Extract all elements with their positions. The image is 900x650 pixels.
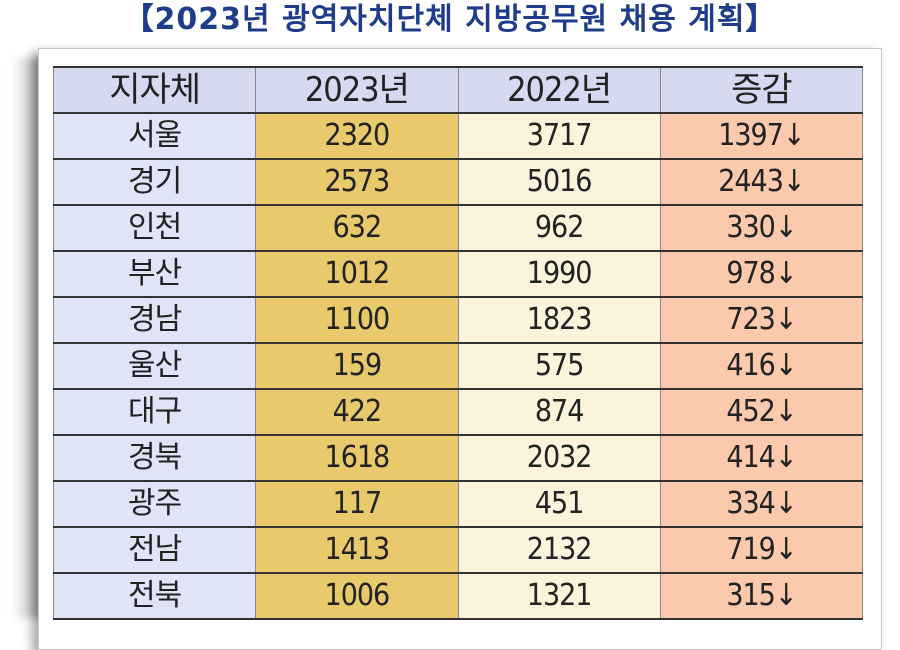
value-2022-cell: 962 [457,204,661,252]
change-cell: 452↓ [659,388,864,436]
region-cell: 서울 [52,112,257,160]
region-cell: 대구 [52,388,257,436]
value-2022-cell: 5016 [457,158,661,206]
value-2023-cell: 1012 [255,250,459,298]
change-cell: 719↓ [659,526,864,574]
table-row: 인천 632 962 330↓ [52,204,864,252]
change-cell: 315↓ [659,572,864,620]
region-cell: 인천 [52,204,257,252]
change-cell: 723↓ [659,296,864,344]
table-row: 서울 2320 3717 1397↓ [52,112,864,160]
header-change: 증감 [659,66,864,114]
table-row: 광주 117 451 334↓ [52,480,864,528]
value-2022-cell: 451 [457,480,661,528]
change-cell: 330↓ [659,204,864,252]
table-row: 경기 2573 5016 2443↓ [52,158,864,206]
table-row: 전북 1006 1321 315↓ [52,572,864,620]
change-cell: 414↓ [659,434,864,482]
header-2023: 2023년 [255,66,459,114]
value-2022-cell: 2032 [457,434,661,482]
region-cell: 경기 [52,158,257,206]
change-cell: 978↓ [659,250,864,298]
value-2023-cell: 1006 [255,572,459,620]
value-2022-cell: 1321 [457,572,661,620]
value-2023-cell: 1100 [255,296,459,344]
value-2023-cell: 159 [255,342,459,390]
value-2023-cell: 117 [255,480,459,528]
change-cell: 416↓ [659,342,864,390]
value-2022-cell: 2132 [457,526,661,574]
table-row: 대구 422 874 452↓ [52,388,864,436]
value-2022-cell: 1990 [457,250,661,298]
value-2022-cell: 1823 [457,296,661,344]
value-2023-cell: 1618 [255,434,459,482]
header-row: 지자체 2023년 2022년 증감 [52,66,864,114]
value-2023-cell: 2320 [255,112,459,160]
table-row: 부산 1012 1990 978↓ [52,250,864,298]
region-cell: 전남 [52,526,257,574]
page-title: 【2023년 광역자치단체 지방공무원 채용 계획】 [123,2,777,37]
region-cell: 울산 [52,342,257,390]
header-2022: 2022년 [457,66,661,114]
value-2022-cell: 3717 [457,112,661,160]
recruitment-table: 지자체 2023년 2022년 증감 서울 2320 3717 1397↓ 경기 2573… [52,66,864,620]
change-cell: 1397↓ [659,112,864,160]
change-cell: 2443↓ [659,158,864,206]
table-row: 경남 1100 1823 723↓ [52,296,864,344]
value-2023-cell: 422 [255,388,459,436]
value-2023-cell: 632 [255,204,459,252]
value-2023-cell: 2573 [255,158,459,206]
value-2023-cell: 1413 [255,526,459,574]
region-cell: 전북 [52,572,257,620]
table-row: 경북 1618 2032 414↓ [52,434,864,482]
table-row: 울산 159 575 416↓ [52,342,864,390]
region-cell: 경남 [52,296,257,344]
region-cell: 경북 [52,434,257,482]
change-cell: 334↓ [659,480,864,528]
value-2022-cell: 874 [457,388,661,436]
value-2022-cell: 575 [457,342,661,390]
region-cell: 부산 [52,250,257,298]
region-cell: 광주 [52,480,257,528]
header-region: 지자체 [52,66,257,114]
table-row: 전남 1413 2132 719↓ [52,526,864,574]
